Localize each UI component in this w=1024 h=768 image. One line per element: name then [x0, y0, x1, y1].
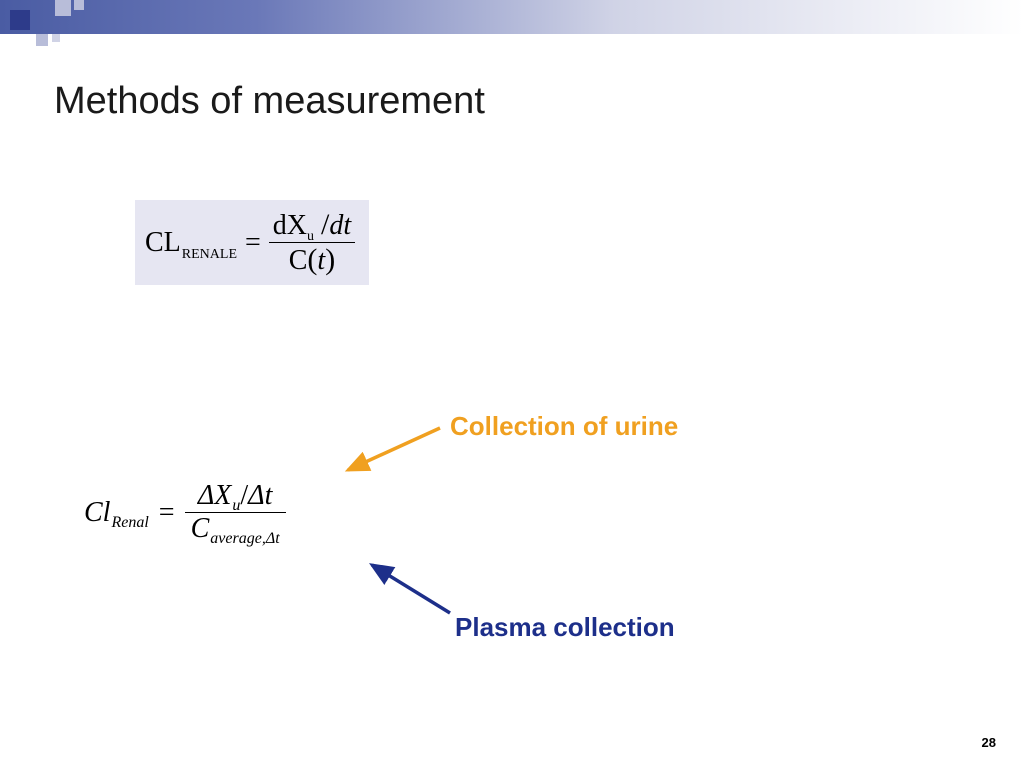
f2-num-dt: Δt [248, 480, 272, 511]
header-square-light-4 [52, 34, 60, 42]
arrow-plasma-icon [360, 555, 470, 625]
f2-fraction: ΔXu/Δt Caverage,Δt [185, 480, 286, 545]
page-number: 28 [982, 735, 996, 750]
f1-den-paren-close: ) [325, 243, 335, 276]
f2-equals: = [159, 497, 175, 529]
f1-lhs-sub: RENALE [182, 247, 237, 263]
f2-num-slash: / [240, 480, 248, 511]
f2-num-dXu: ΔX [198, 480, 232, 511]
label-collection-of-urine: Collection of urine [450, 411, 678, 442]
header-square-light-3 [36, 34, 48, 46]
f2-lhs-Cl: Cl [84, 497, 110, 528]
header-gradient-bar [0, 0, 1024, 34]
f1-den-paren-open: ( [307, 243, 317, 276]
arrow-urine-icon [340, 420, 460, 480]
header-square-light-2 [74, 0, 84, 10]
f2-num-sub-u: u [232, 497, 240, 514]
formula-renal-clearance-2: ClRenal = ΔXu/Δt Caverage,Δt [84, 480, 286, 545]
f1-den-C: C [289, 245, 308, 276]
f2-den-sub: average,Δt [210, 530, 279, 547]
f2-lhs-sub: Renal [111, 514, 148, 531]
label-plasma-collection: Plasma collection [455, 612, 675, 643]
f2-den-C: C [191, 513, 210, 544]
f1-lhs-main: CL [145, 227, 181, 259]
f1-num-sub-u: u [307, 229, 314, 244]
f1-equals: = [245, 227, 261, 259]
header-square-light-1 [55, 0, 71, 16]
header-square-dark [10, 10, 30, 30]
formula-renal-clearance-1: CLRENALE = dXu /dt C(t) [135, 200, 369, 285]
f1-num-dt: dt [329, 210, 351, 241]
slide-title: Methods of measurement [54, 80, 485, 123]
f1-fraction: dXu /dt C(t) [269, 208, 355, 277]
f1-num-dX: dX [273, 210, 307, 241]
